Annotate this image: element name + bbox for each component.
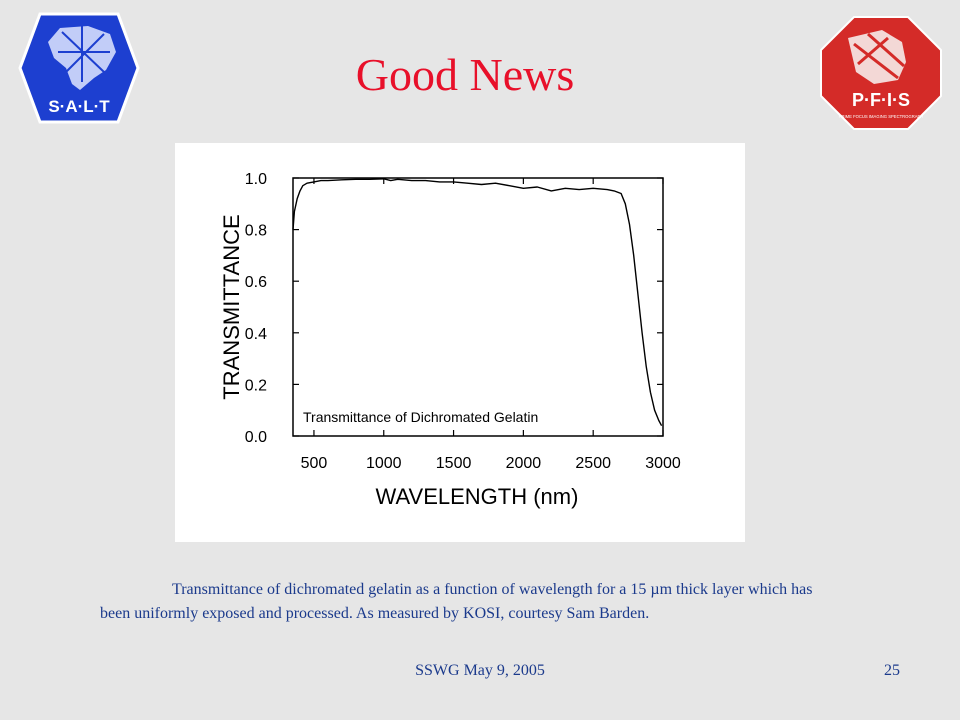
caption-line-1: Transmittance of dichromated gelatin as …	[172, 581, 813, 598]
x-axis-label: WAVELENGTH (nm)	[376, 484, 579, 509]
chart-title: Transmittance of Dichromated Gelatin	[303, 409, 538, 425]
x-tick-label: 500	[301, 455, 328, 472]
transmittance-series-line	[292, 178, 663, 427]
x-tick-label: 1500	[436, 455, 472, 472]
salt-logo-text: S·A·L·T	[48, 97, 110, 116]
x-tick-label: 2000	[506, 455, 542, 472]
y-axis-label: TRANSMITTANCE	[219, 214, 244, 399]
plot-frame	[292, 177, 664, 437]
footer-page-number: 25	[884, 662, 900, 679]
wisconsin-shape-icon	[848, 30, 906, 84]
pfis-logo-subtext: PRIME FOCUS IMAGING SPECTROGRAPH	[839, 114, 924, 119]
y-tick-label: 1.0	[245, 171, 267, 188]
footer-meeting-date: SSWG May 9, 2005	[415, 662, 545, 679]
y-tick-label: 0.6	[245, 274, 267, 291]
salt-logo: S·A·L·T	[18, 12, 140, 124]
telescope-frame-icon	[58, 26, 110, 82]
x-tick-label: 2500	[575, 455, 611, 472]
x-tick-label: 1000	[366, 455, 402, 472]
slide-title: Good News	[355, 49, 575, 100]
transmittance-chart: 0.0 0.2 0.4 0.6 0.8 1.0 500 1000 1500 2000 2500 300…	[219, 171, 681, 509]
y-tick-label: 0.0	[245, 429, 267, 446]
x-tick-label: 3000	[645, 455, 681, 472]
pfis-logo-text: P·F·I·S	[852, 90, 910, 110]
y-tick-label: 0.4	[245, 326, 267, 343]
caption-line-2: been uniformly exposed and processed. As…	[100, 605, 650, 622]
chart-panel: 0.0 0.2 0.4 0.6 0.8 1.0 500 1000 1500 2000 2500 300…	[175, 143, 745, 542]
pfis-logo: P·F·I·S PRIME FOCUS IMAGING SPECTROGRAPH	[820, 16, 942, 130]
figure-caption: Transmittance of dichromated gelatin as …	[100, 578, 930, 626]
spectrograph-frame-icon	[853, 32, 905, 80]
y-tick-label: 0.2	[245, 377, 267, 394]
y-tick-label: 0.8	[245, 223, 267, 240]
